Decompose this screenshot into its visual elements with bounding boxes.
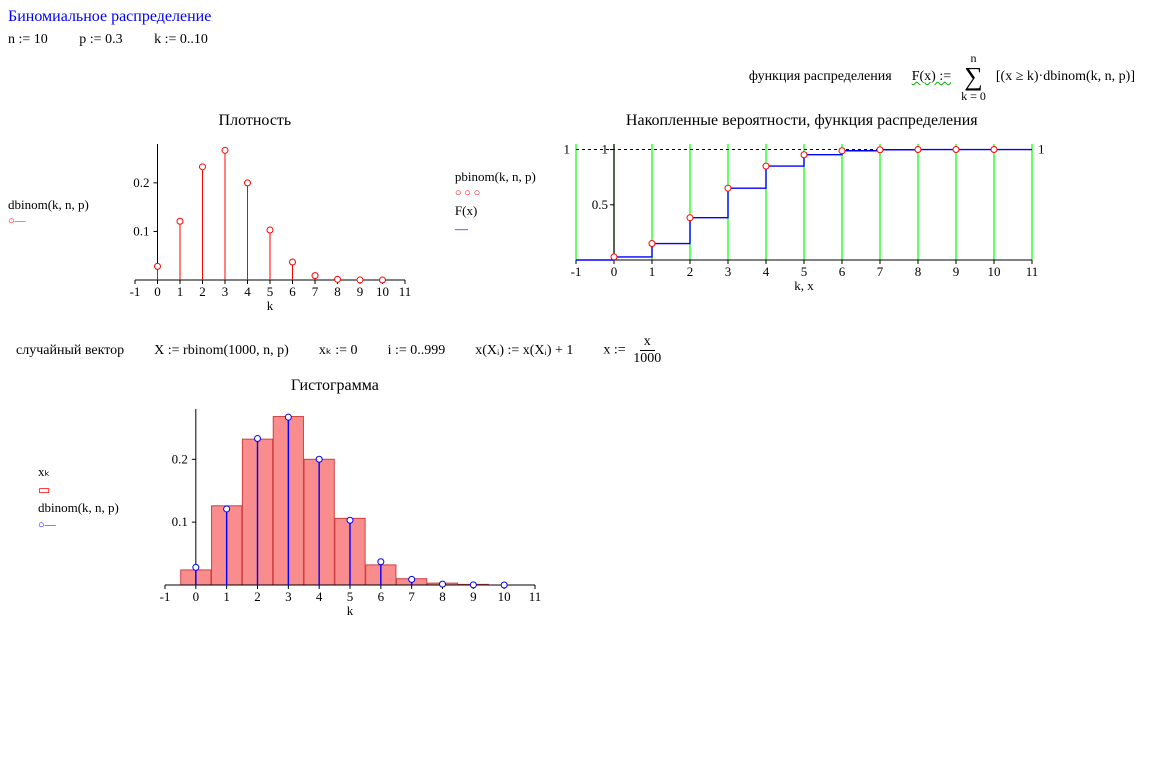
svg-text:5: 5 [347,589,354,604]
page-title: Биномиальное распределение [8,8,1167,26]
svg-text:7: 7 [312,284,319,299]
chart3-legend-marker2: ○― [38,518,119,533]
chart1-legend-label: dbinom(k, n, p) [8,196,89,214]
chart3-title: Гистограмма [291,377,379,395]
svg-text:5: 5 [801,264,808,279]
svg-text:9: 9 [470,589,477,604]
svg-text:0.2: 0.2 [171,451,187,466]
chart2-legend-marker1: ○ ○ ○ [455,186,536,201]
svg-text:9: 9 [357,284,364,299]
svg-text:k, x: k, x [794,278,814,293]
svg-text:k: k [347,603,354,618]
dist-func-label: функция распределения [749,69,892,85]
svg-text:4: 4 [316,589,323,604]
chart2-legend-marker2: ― [455,220,536,238]
chart3-legend-label2: dbinom(k, n, p) [38,499,119,517]
svg-text:1: 1 [601,142,608,157]
svg-text:6: 6 [377,589,384,604]
svg-text:3: 3 [285,589,292,604]
param-n: n := 10 [8,32,48,47]
density-chart: 0.1 0.2 -1 0 12 34 56 78 9 10 11 k [95,134,415,314]
svg-text:10: 10 [987,264,1000,279]
svg-text:9: 9 [953,264,960,279]
chart1-legend-marker: ○― [8,214,89,229]
rv-xk: xₖ := 0 [319,342,358,359]
svg-text:6: 6 [839,264,846,279]
rv-scale: x := x 1000 [603,334,665,367]
svg-text:0.2: 0.2 [133,175,149,190]
chart3-legend-label1: xₖ [38,463,119,481]
svg-text:1: 1 [1038,142,1045,157]
svg-text:1: 1 [563,142,570,157]
chart3-legend: xₖ ▭ dbinom(k, n, p) ○― [38,463,119,533]
svg-text:0: 0 [611,264,618,279]
dist-func-body: [(x ≥ k)·dbinom(k, n, p)] [996,69,1135,85]
svg-text:-1: -1 [129,284,140,299]
svg-text:6: 6 [289,284,296,299]
chart2-legend-label1: pbinom(k, n, p) [455,168,536,186]
svg-text:11: 11 [529,589,542,604]
svg-text:0.1: 0.1 [133,223,149,238]
svg-text:0.5: 0.5 [592,197,608,212]
svg-text:7: 7 [408,589,415,604]
svg-text:2: 2 [199,284,206,299]
chart2-legend: pbinom(k, n, p) ○ ○ ○ F(x) ― [455,168,536,238]
svg-text:3: 3 [725,264,732,279]
param-p: p := 0.3 [79,32,122,47]
rv-xdef: X := rbinom(1000, n, p) [154,343,289,359]
rv-label: случайный вектор [16,343,124,359]
svg-text:3: 3 [222,284,229,299]
params-row: n := 10 p := 0.3 k := 0..10 [8,32,1167,48]
svg-text:4: 4 [244,284,251,299]
cdf-chart: 110.51-101234567891011k, x [542,134,1062,294]
chart1-legend: dbinom(k, n, p) ○― [8,196,89,230]
chart2-legend-label2: F(x) [455,202,536,220]
svg-text:8: 8 [334,284,341,299]
svg-text:2: 2 [254,589,261,604]
chart2-title: Накопленные вероятности, функция распред… [626,112,978,130]
sum-bot: k = 0 [961,90,986,102]
svg-text:11: 11 [399,284,412,299]
rv-scale-lhs: x := [603,343,625,358]
histogram-chart: 0.1 0.2 -1 0 1 2 3 4 5 6 7 8 9 10 11 k [125,399,545,619]
rv-idef: i := 0..999 [388,343,446,359]
svg-text:0: 0 [154,284,161,299]
svg-text:8: 8 [439,589,446,604]
svg-text:1: 1 [649,264,656,279]
svg-text:4: 4 [763,264,770,279]
random-vector-row: случайный вектор X := rbinom(1000, n, p)… [16,334,1167,367]
rv-scale-den: 1000 [629,351,665,367]
svg-text:1: 1 [177,284,184,299]
svg-text:11: 11 [1026,264,1039,279]
chart1-title: Плотность [219,112,292,130]
svg-text:7: 7 [877,264,884,279]
svg-text:1: 1 [223,589,230,604]
rv-scale-num: x [640,334,655,351]
dist-func-formula: F(x) := n ∑ k = 0 [(x ≥ k)·dbinom(k, n, … [912,52,1135,102]
param-k: k := 0..10 [154,32,208,47]
svg-text:k: k [267,298,274,313]
dist-func-row: функция распределения F(x) := n ∑ k = 0 … [8,52,1135,102]
svg-text:8: 8 [915,264,922,279]
dist-func-fx: F(x) := [912,69,951,85]
svg-text:-1: -1 [570,264,581,279]
chart3-legend-marker1: ▭ [38,481,119,499]
svg-text:0: 0 [192,589,199,604]
svg-text:10: 10 [376,284,389,299]
svg-text:2: 2 [687,264,694,279]
svg-text:-1: -1 [159,589,170,604]
sigma-icon: n ∑ k = 0 [961,52,986,102]
svg-text:0.1: 0.1 [171,514,187,529]
svg-text:5: 5 [267,284,274,299]
svg-text:10: 10 [498,589,511,604]
rv-update: x(Xᵢ) := x(Xᵢ) + 1 [475,343,573,359]
